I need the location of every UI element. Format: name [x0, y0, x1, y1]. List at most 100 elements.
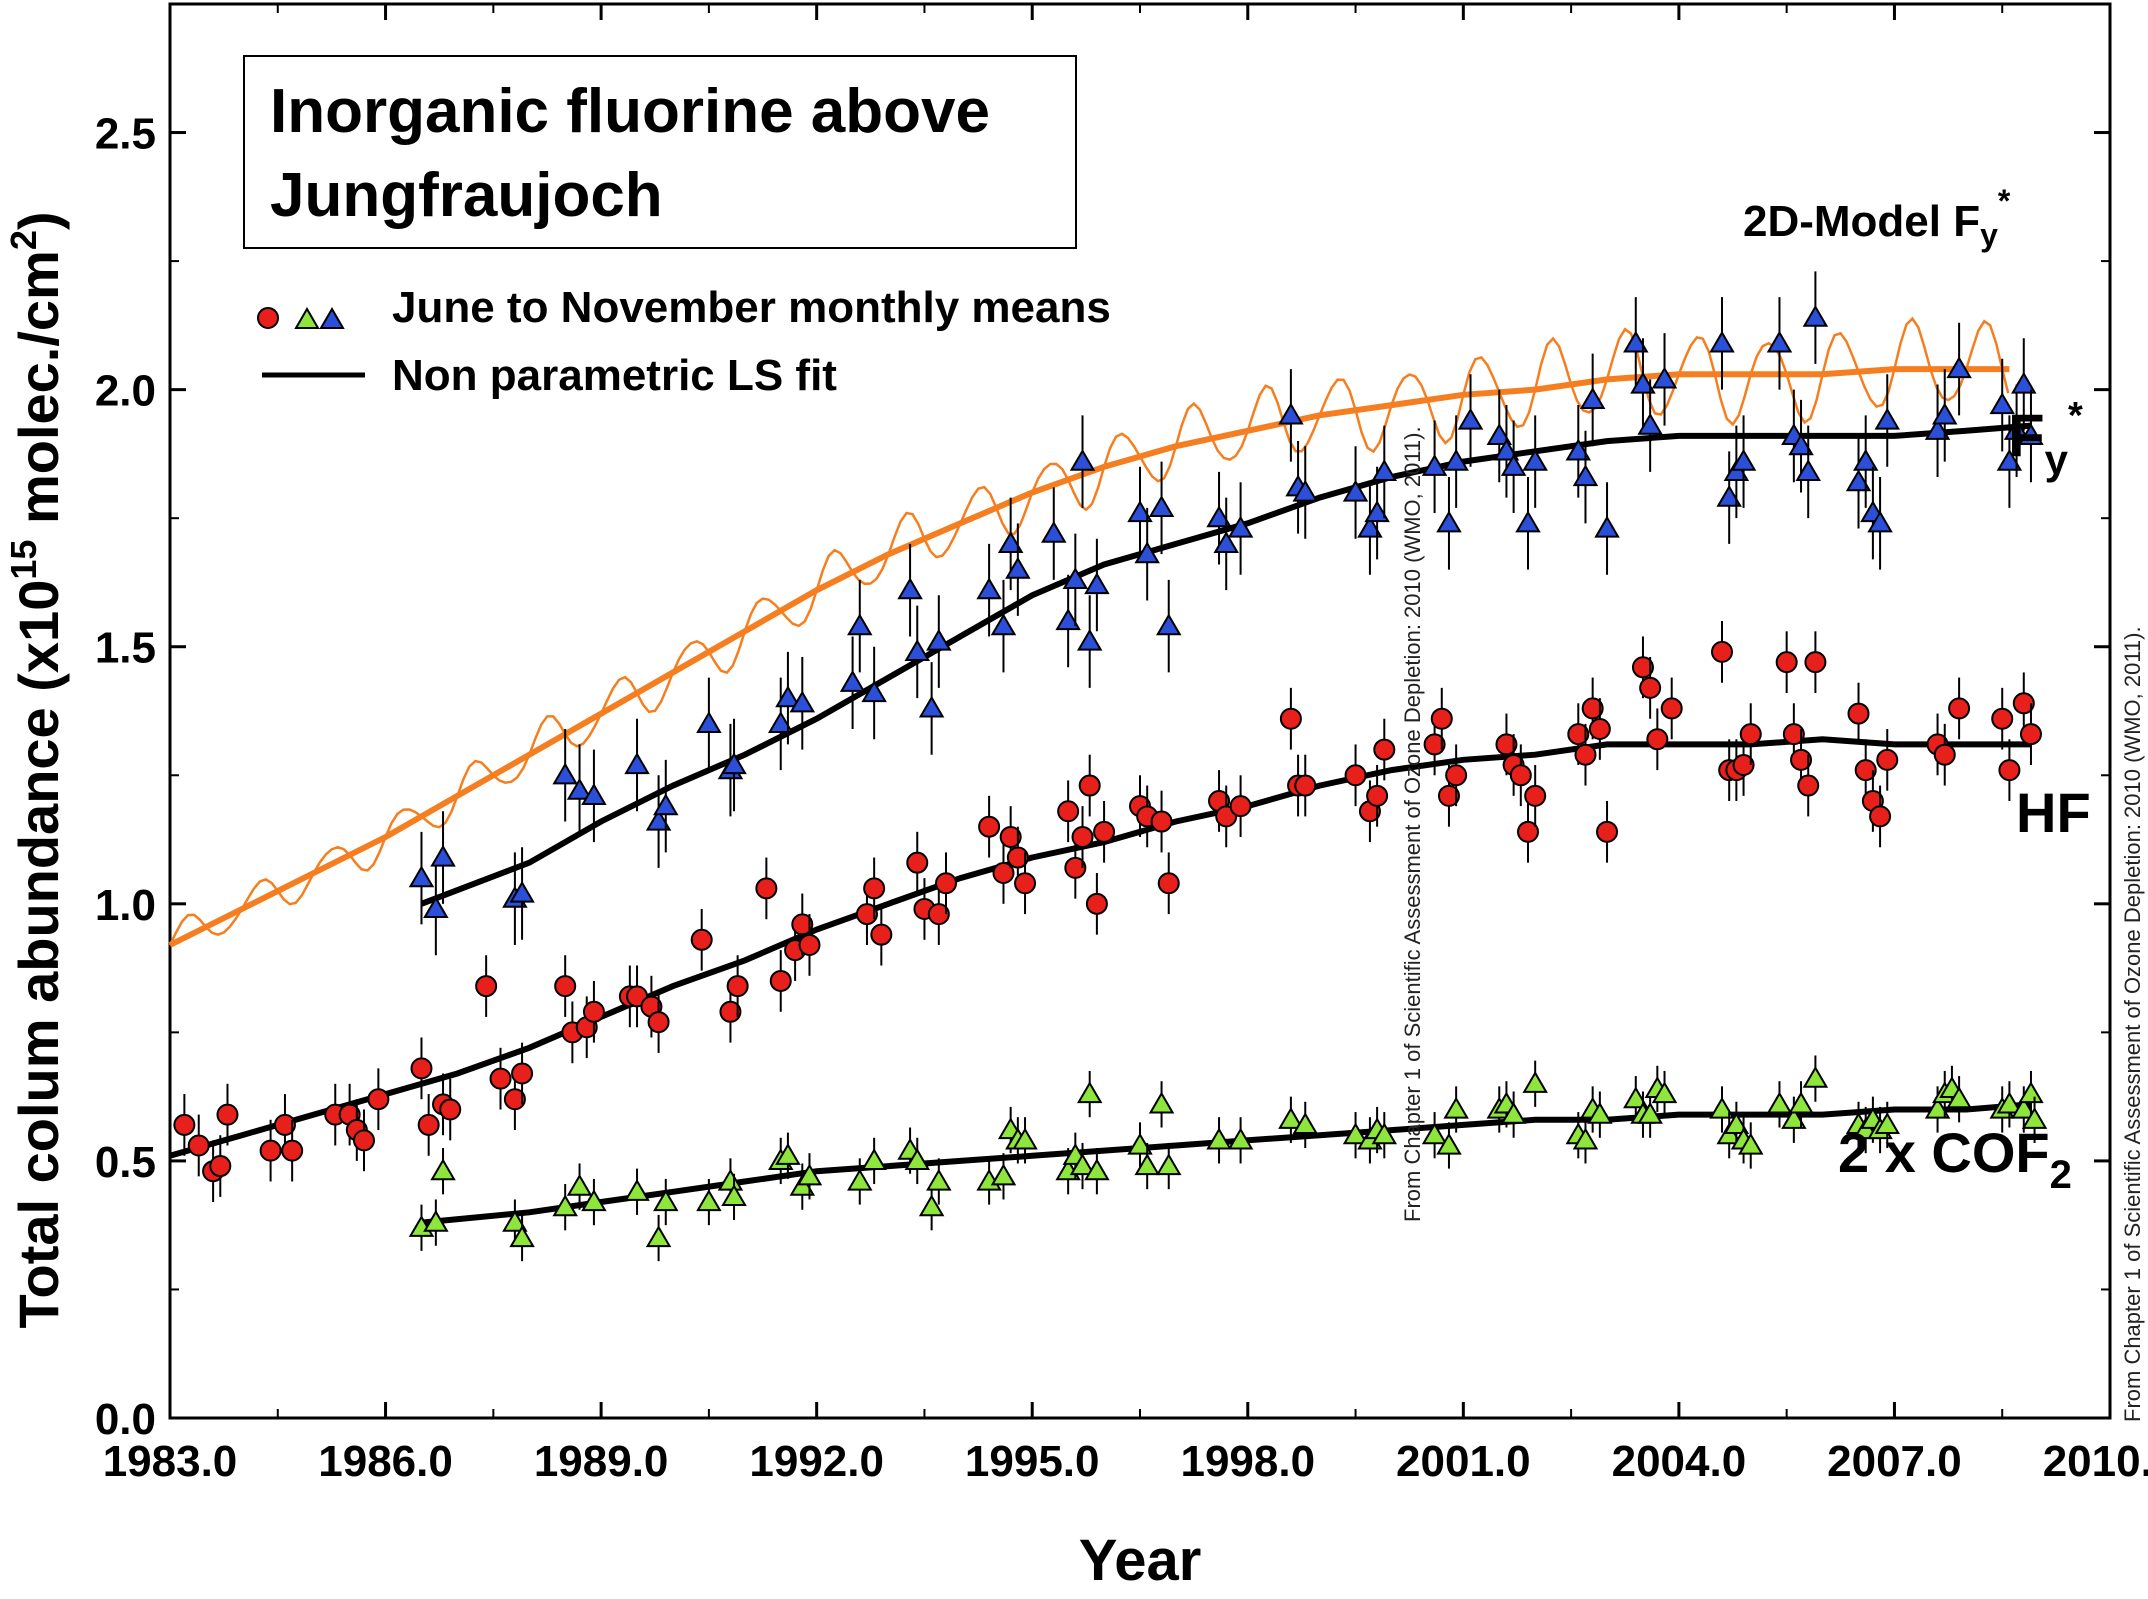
point-fy-: [1932, 402, 1958, 425]
point-2-x-cof2: [1443, 1096, 1469, 1119]
point-2-x-cof2: [1587, 1101, 1613, 1124]
point-2-x-cof2: [581, 1189, 607, 1212]
credit-outer: From Chapter 1 of Scientific Assessment …: [2120, 626, 2145, 1422]
point-fy-: [789, 690, 816, 713]
point-hf: [1524, 784, 1547, 807]
point-fy-: [721, 752, 747, 775]
point-2-x-cof2: [1127, 1132, 1153, 1155]
label-fy: Fy*: [2008, 395, 2083, 483]
legend-fit-label: Non parametric LS fit: [392, 351, 837, 400]
point-2-x-cof2: [1076, 1081, 1103, 1104]
point-2-x-cof2: [796, 1163, 823, 1186]
point-2-x-cof2: [1874, 1112, 1900, 1135]
point-2-x-cof2: [1148, 1091, 1175, 1114]
point-fy-: [1716, 484, 1742, 507]
y-tick-label: 2.5: [95, 110, 156, 159]
point-fy-: [861, 680, 887, 703]
model-seasonal-line: [168, 316, 2010, 946]
point-fy-: [653, 793, 679, 816]
point-hf: [2019, 723, 2042, 746]
point-hf: [1933, 743, 1956, 766]
point-hf: [1057, 800, 1080, 823]
point-2-x-cof2: [1996, 1091, 2023, 1114]
point-fy-: [423, 896, 449, 919]
point-fy-: [1127, 500, 1153, 523]
point-hf: [1071, 825, 1094, 848]
point-fy-: [1213, 531, 1239, 553]
point-fy-: [1371, 459, 1398, 482]
point-fy-: [1515, 510, 1541, 533]
point-fy-: [997, 531, 1024, 553]
point-hf: [1495, 733, 1518, 756]
point-hf: [281, 1139, 304, 1162]
point-hf: [1998, 759, 2021, 782]
point-hf: [1509, 764, 1532, 787]
point-fy-: [1637, 412, 1663, 435]
point-hf: [1646, 728, 1669, 751]
point-hf: [489, 1067, 512, 1090]
point-hf: [863, 877, 886, 900]
point-fy-: [1156, 613, 1182, 636]
point-2-x-cof2: [861, 1148, 887, 1171]
x-tick-label: 1989.0: [534, 1437, 669, 1486]
y-tick-label: 1.5: [95, 624, 156, 673]
point-hf: [439, 1098, 462, 1121]
legend: June to November monthly means Non param…: [257, 283, 1111, 400]
point-hf: [367, 1088, 390, 1111]
point-fy-: [1364, 500, 1390, 523]
point-fy-: [1062, 567, 1089, 589]
y-tick-label: 2.0: [95, 367, 156, 416]
point-2-x-cof2: [1012, 1127, 1038, 1150]
point-2-x-cof2: [2021, 1106, 2048, 1129]
point-fy-: [581, 783, 607, 805]
label-cof2: 2 x COF2: [1838, 1121, 2072, 1197]
point-2-x-cof2: [1371, 1122, 1398, 1145]
point-hf: [1229, 795, 1252, 818]
point-hf: [978, 815, 1001, 838]
point-2-x-cof2: [847, 1168, 873, 1191]
point-hf: [1279, 707, 1302, 730]
point-fy-: [2018, 423, 2044, 446]
point-hf: [1732, 753, 1755, 776]
point-fy-: [430, 844, 456, 867]
point-hf: [1517, 820, 1539, 843]
point-fy-: [1278, 402, 1304, 425]
point-hf: [1804, 651, 1827, 674]
point-fy-: [624, 752, 650, 775]
x-tick-label: 2001.0: [1396, 1437, 1531, 1486]
point-2-x-cof2: [1069, 1153, 1096, 1176]
point-fy-: [768, 711, 794, 733]
point-hf: [209, 1155, 232, 1178]
point-fy-: [1924, 417, 1951, 440]
point-hf: [1157, 872, 1180, 895]
point-2-x-cof2: [430, 1158, 456, 1181]
point-hf: [511, 1062, 534, 1085]
point-fy-: [1572, 464, 1599, 487]
point-hf: [1373, 738, 1396, 761]
point-2-x-cof2: [1436, 1132, 1462, 1155]
point-fy-: [696, 711, 722, 733]
axes: 1983.0 1986.0 1989.0 1992.0 1995.0 1998.0 2001…: [95, 4, 2148, 1486]
point-2-x-cof2: [1651, 1081, 1678, 1104]
point-hf: [1423, 733, 1446, 756]
legend-markers-label: June to November monthly means: [392, 283, 1111, 332]
legend-cof2-marker: [294, 307, 320, 329]
point-fy-: [1795, 459, 1821, 482]
point-hf: [1064, 856, 1087, 879]
point-hf: [1344, 764, 1367, 787]
point-hf: [1782, 723, 1805, 746]
point-hf: [1574, 743, 1597, 766]
point-hf: [906, 851, 929, 874]
point-2-x-cof2: [1924, 1096, 1951, 1119]
point-fy-: [1989, 392, 2015, 415]
point-fy-: [1206, 505, 1232, 528]
fit-line-fy-: [420, 422, 2032, 907]
point-2-x-cof2: [1723, 1112, 1750, 1135]
point-fy-: [1802, 304, 1829, 327]
point-hf: [1991, 707, 2014, 730]
point-fy-: [566, 777, 593, 800]
legend-fy-marker: [319, 307, 345, 329]
point-hf: [1085, 892, 1108, 915]
point-fy-: [1227, 515, 1254, 538]
point-hf: [1797, 774, 1820, 797]
